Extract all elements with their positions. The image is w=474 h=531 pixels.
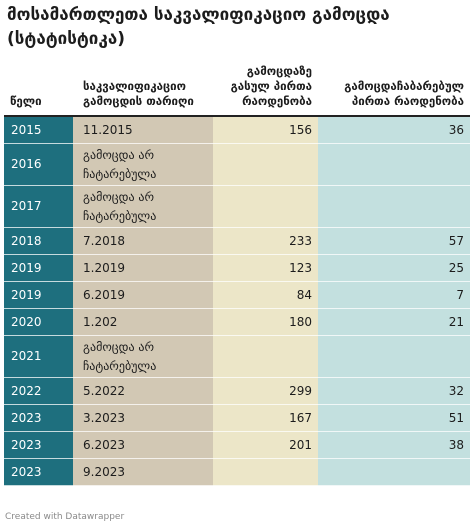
cell-exam-date: 11.2015 <box>73 116 213 144</box>
footer-credit: Created with Datawrapper <box>5 512 125 522</box>
table-row: 2019 1.2019 123 25 <box>4 254 470 282</box>
cell-exam-date: 1.2019 <box>73 254 213 282</box>
table-row: 2020 1.202 180 21 <box>4 308 470 336</box>
table-row: 2021 გამოცდა არ ჩატარებულა <box>4 335 470 378</box>
cell-year: 2022 <box>4 377 73 405</box>
table-row: 2022 5.2022 299 32 <box>4 377 470 405</box>
table-row: 2016 გამოცდა არ ჩატარებულა <box>4 143 470 186</box>
cell-passed-count: 51 <box>318 404 470 432</box>
cell-attended-count: 233 <box>213 227 318 255</box>
cell-exam-date: 1.202 <box>73 308 213 336</box>
cell-passed-count: 7 <box>318 281 470 309</box>
cell-passed-count <box>318 335 470 378</box>
table-row: 2023 3.2023 167 51 <box>4 404 470 432</box>
cell-attended-count: 180 <box>213 308 318 336</box>
chart-title: მოსამართლეთა საკვალიფიკაციო გამოცდა (სტა… <box>7 5 390 49</box>
cell-passed-count <box>318 185 470 228</box>
cell-year: 2023 <box>4 404 73 432</box>
cell-passed-count: 57 <box>318 227 470 255</box>
column-header-year: წელი <box>4 58 73 117</box>
cell-passed-count: 21 <box>318 308 470 336</box>
cell-exam-date: 3.2023 <box>73 404 213 432</box>
cell-attended-count: 201 <box>213 431 318 459</box>
cell-passed-count: 38 <box>318 431 470 459</box>
column-header-attended-count: გამოცდაზე გასულ პირთა რაოდენობა <box>213 58 318 117</box>
cell-exam-date: გამოცდა არ ჩატარებულა <box>73 185 213 228</box>
cell-passed-count: 25 <box>318 254 470 282</box>
cell-attended-count: 167 <box>213 404 318 432</box>
cell-attended-count: 156 <box>213 116 318 144</box>
cell-year: 2017 <box>4 185 73 228</box>
table-row: 2015 11.2015 156 36 <box>4 116 470 144</box>
cell-exam-date: 7.2018 <box>73 227 213 255</box>
table-body: 2015 11.2015 156 36 2016 გამოცდა არ ჩატარებულ… <box>4 116 470 486</box>
table-row: 2018 7.2018 233 57 <box>4 227 470 255</box>
cell-year: 2016 <box>4 143 73 186</box>
cell-attended-count <box>213 335 318 378</box>
cell-exam-date: 5.2022 <box>73 377 213 405</box>
cell-year: 2023 <box>4 431 73 459</box>
statistics-table: წელი საკვალიფიკაციო გამოცდის თარიღი გამო… <box>4 58 470 486</box>
cell-passed-count <box>318 143 470 186</box>
cell-exam-date: 9.2023 <box>73 458 213 486</box>
cell-year: 2023 <box>4 458 73 486</box>
cell-year: 2021 <box>4 335 73 378</box>
cell-year: 2020 <box>4 308 73 336</box>
table-row: 2023 6.2023 201 38 <box>4 431 470 459</box>
cell-passed-count: 36 <box>318 116 470 144</box>
cell-year: 2018 <box>4 227 73 255</box>
cell-passed-count: 32 <box>318 377 470 405</box>
cell-exam-date: 6.2023 <box>73 431 213 459</box>
cell-attended-count <box>213 143 318 186</box>
cell-year: 2015 <box>4 116 73 144</box>
table-row: 2019 6.2019 84 7 <box>4 281 470 309</box>
cell-attended-count: 84 <box>213 281 318 309</box>
cell-attended-count: 123 <box>213 254 318 282</box>
column-header-passed-count: გამოცდაჩაბარებულ პირთა რაოდენობა <box>318 58 470 117</box>
table-row: 2023 9.2023 <box>4 458 470 486</box>
cell-exam-date: გამოცდა არ ჩატარებულა <box>73 143 213 186</box>
cell-exam-date: 6.2019 <box>73 281 213 309</box>
column-header-exam-date: საკვალიფიკაციო გამოცდის თარიღი <box>73 58 213 117</box>
cell-passed-count <box>318 458 470 486</box>
table-row: 2017 გამოცდა არ ჩატარებულა <box>4 185 470 228</box>
table-header-row: წელი საკვალიფიკაციო გამოცდის თარიღი გამო… <box>4 58 470 117</box>
cell-year: 2019 <box>4 254 73 282</box>
cell-attended-count <box>213 458 318 486</box>
cell-attended-count <box>213 185 318 228</box>
cell-year: 2019 <box>4 281 73 309</box>
cell-attended-count: 299 <box>213 377 318 405</box>
cell-exam-date: გამოცდა არ ჩატარებულა <box>73 335 213 378</box>
